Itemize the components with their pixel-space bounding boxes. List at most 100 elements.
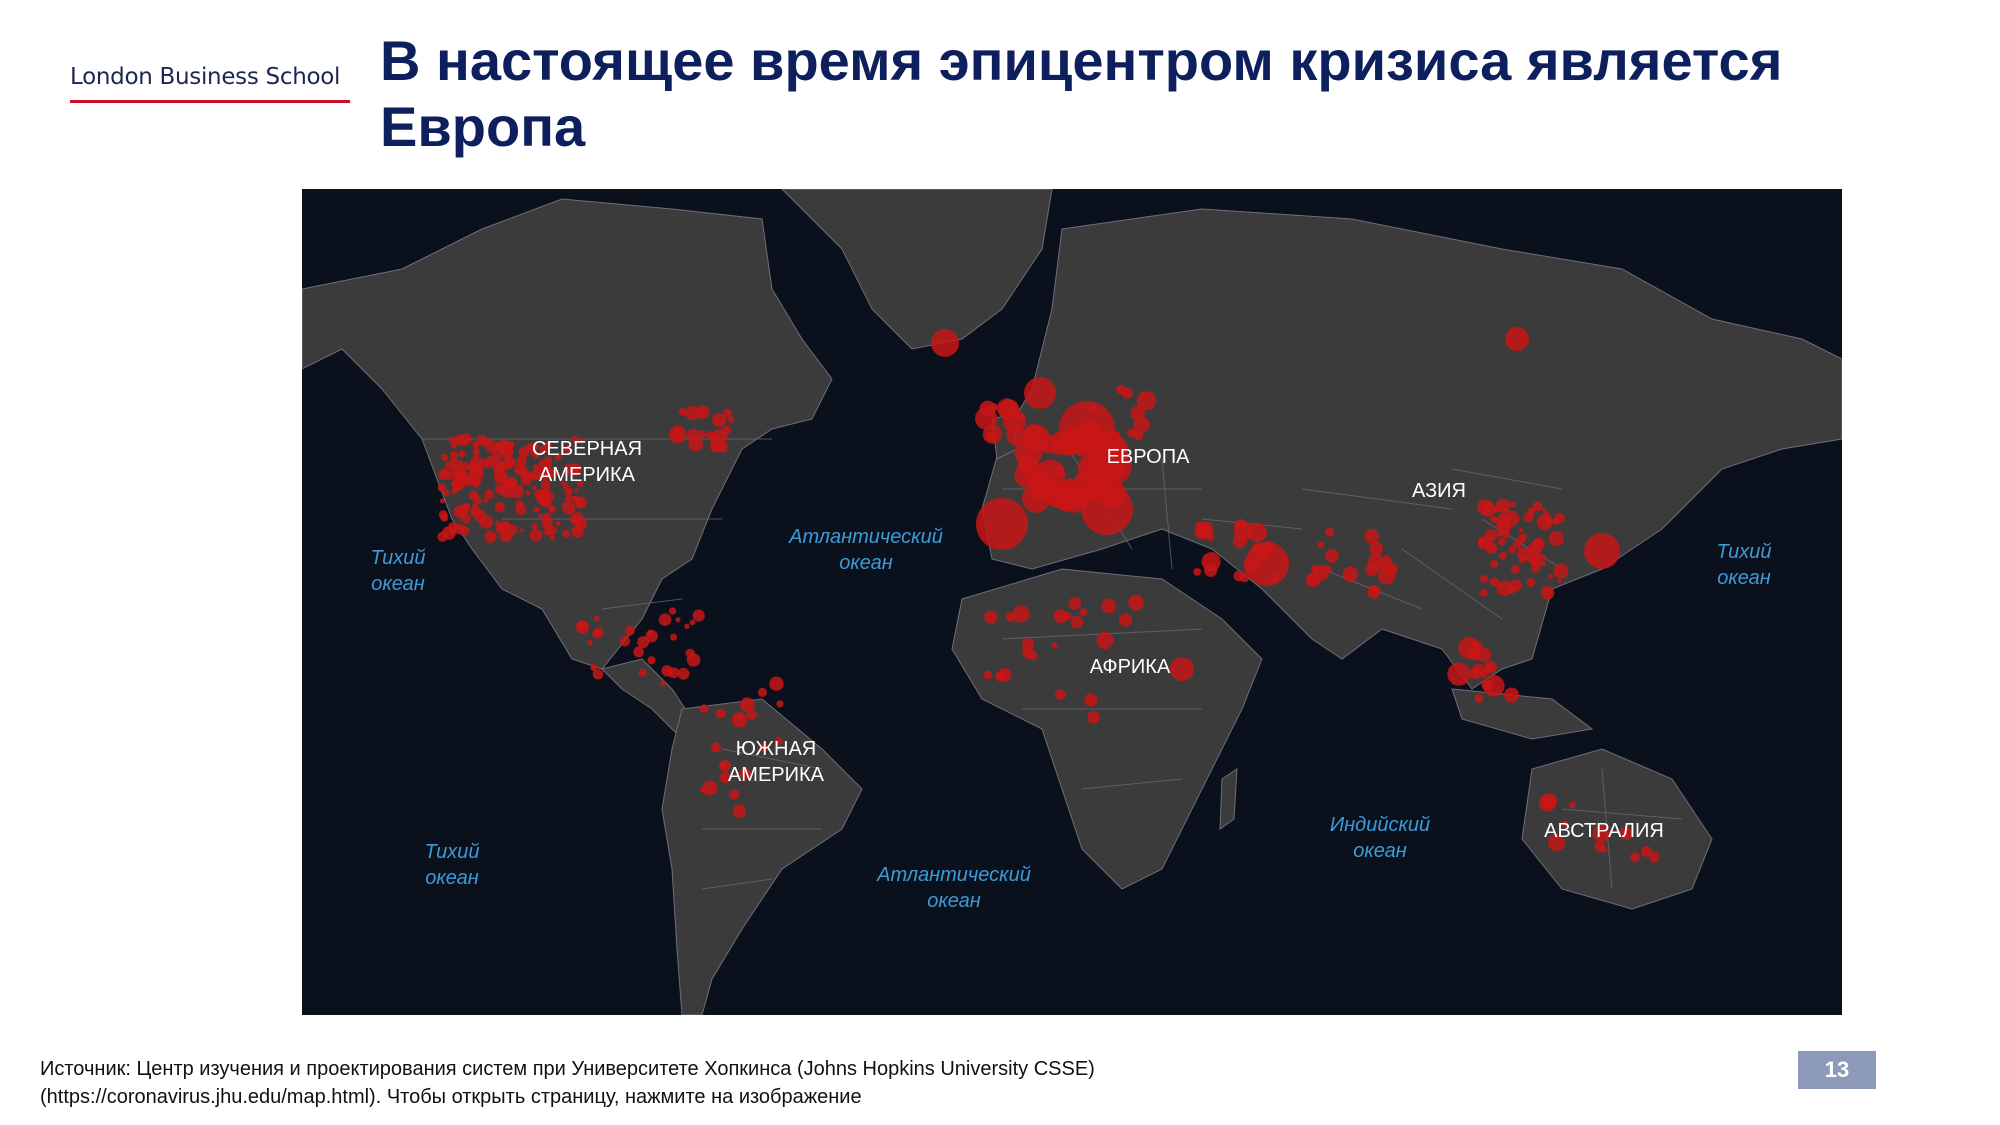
case-marker[interactable]: [1530, 554, 1543, 567]
case-marker[interactable]: [484, 530, 497, 543]
case-marker[interactable]: [1325, 549, 1339, 563]
case-marker[interactable]: [1480, 574, 1488, 583]
case-marker[interactable]: [1510, 564, 1520, 574]
case-marker[interactable]: [1640, 846, 1652, 857]
case-marker[interactable]: [544, 456, 553, 464]
case-marker[interactable]: [1022, 424, 1051, 453]
case-marker[interactable]: [1312, 564, 1329, 581]
case-marker[interactable]: [668, 425, 687, 444]
case-marker[interactable]: [769, 676, 784, 691]
case-marker[interactable]: [1479, 588, 1488, 597]
case-marker[interactable]: [688, 436, 704, 452]
case-marker[interactable]: [562, 529, 571, 538]
case-marker[interactable]: [1509, 501, 1517, 508]
case-marker[interactable]: [548, 505, 555, 512]
case-marker[interactable]: [1481, 502, 1496, 517]
case-marker[interactable]: [561, 502, 566, 507]
case-marker[interactable]: [697, 408, 705, 416]
case-marker[interactable]: [590, 664, 598, 671]
case-marker[interactable]: [450, 479, 459, 488]
case-marker[interactable]: [624, 625, 635, 636]
case-marker[interactable]: [1118, 613, 1133, 627]
case-marker[interactable]: [1496, 530, 1504, 537]
case-marker-large[interactable]: [1024, 377, 1056, 409]
case-marker[interactable]: [484, 489, 494, 500]
case-marker[interactable]: [563, 470, 570, 477]
case-marker[interactable]: [1503, 687, 1520, 703]
case-marker[interactable]: [619, 636, 631, 647]
case-marker[interactable]: [1478, 537, 1487, 546]
case-marker[interactable]: [460, 513, 471, 524]
case-marker[interactable]: [1630, 852, 1641, 863]
case-marker[interactable]: [472, 440, 480, 448]
case-marker[interactable]: [1592, 824, 1611, 843]
case-marker[interactable]: [486, 439, 491, 445]
case-marker[interactable]: [496, 439, 511, 454]
case-marker[interactable]: [575, 620, 590, 634]
case-marker[interactable]: [1503, 510, 1520, 527]
case-marker[interactable]: [533, 464, 539, 470]
case-marker[interactable]: [495, 520, 500, 526]
case-marker[interactable]: [1006, 425, 1027, 446]
case-marker[interactable]: [1193, 568, 1202, 576]
case-marker-large[interactable]: [1245, 542, 1289, 586]
case-marker[interactable]: [1527, 542, 1542, 557]
case-marker[interactable]: [571, 435, 579, 443]
case-marker[interactable]: [1508, 546, 1516, 554]
case-marker[interactable]: [722, 408, 732, 418]
case-marker[interactable]: [1014, 461, 1042, 489]
case-marker[interactable]: [538, 466, 553, 480]
case-marker[interactable]: [1504, 507, 1509, 513]
case-marker[interactable]: [1536, 514, 1553, 531]
case-marker[interactable]: [494, 501, 505, 513]
case-marker[interactable]: [1325, 527, 1335, 537]
case-marker[interactable]: [1067, 487, 1086, 506]
case-marker[interactable]: [727, 416, 735, 423]
case-marker[interactable]: [1447, 662, 1471, 686]
case-marker[interactable]: [998, 668, 1012, 682]
case-marker[interactable]: [1517, 547, 1531, 561]
case-marker[interactable]: [1021, 638, 1035, 651]
case-marker[interactable]: [1201, 552, 1221, 572]
case-marker[interactable]: [1029, 651, 1038, 661]
case-marker[interactable]: [532, 485, 537, 491]
case-marker[interactable]: [1538, 794, 1557, 812]
case-marker-large[interactable]: [1059, 401, 1115, 457]
case-marker-large[interactable]: [1081, 483, 1133, 535]
case-marker[interactable]: [1233, 570, 1245, 582]
case-marker[interactable]: [1485, 542, 1498, 555]
case-marker[interactable]: [984, 610, 998, 624]
case-marker[interactable]: [638, 668, 647, 677]
case-marker[interactable]: [1365, 563, 1379, 577]
case-marker[interactable]: [1489, 577, 1499, 587]
case-marker[interactable]: [1548, 531, 1564, 547]
case-marker-large[interactable]: [931, 329, 959, 357]
case-marker[interactable]: [1483, 675, 1505, 697]
case-marker[interactable]: [529, 528, 543, 542]
case-marker[interactable]: [1051, 642, 1058, 649]
case-marker[interactable]: [470, 463, 484, 477]
case-marker[interactable]: [592, 669, 604, 680]
case-marker[interactable]: [670, 633, 678, 641]
case-marker[interactable]: [1317, 541, 1325, 549]
case-marker[interactable]: [1474, 694, 1484, 703]
case-marker[interactable]: [473, 452, 479, 459]
case-marker[interactable]: [445, 460, 455, 470]
case-marker[interactable]: [1136, 391, 1157, 411]
case-marker[interactable]: [494, 471, 506, 484]
case-marker[interactable]: [684, 623, 690, 629]
case-marker[interactable]: [1068, 597, 1082, 610]
case-marker[interactable]: [593, 615, 600, 622]
case-marker[interactable]: [565, 463, 570, 468]
case-marker[interactable]: [1472, 663, 1485, 677]
case-marker[interactable]: [1087, 711, 1100, 724]
case-marker[interactable]: [515, 504, 527, 516]
case-marker[interactable]: [776, 700, 784, 708]
case-marker[interactable]: [979, 400, 996, 417]
case-marker[interactable]: [686, 653, 701, 667]
case-marker[interactable]: [675, 617, 681, 623]
case-marker[interactable]: [1527, 507, 1536, 516]
case-marker[interactable]: [477, 434, 486, 444]
case-marker[interactable]: [1128, 594, 1144, 611]
case-marker[interactable]: [533, 452, 540, 459]
